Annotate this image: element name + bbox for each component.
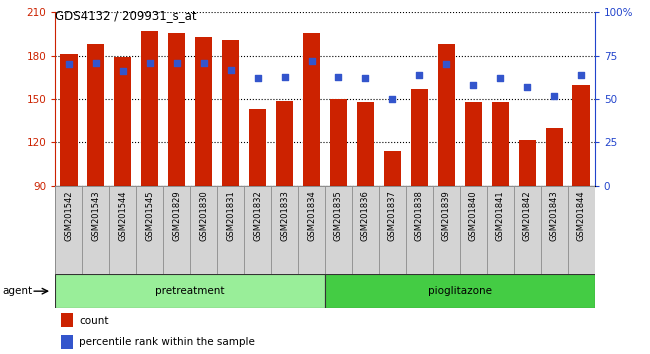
Text: GSM201830: GSM201830 (199, 190, 208, 241)
Bar (195, 37, 213, 186)
Text: percentile rank within the sample: percentile rank within the sample (79, 337, 255, 347)
Point (90, 60, 101, 65)
Bar (244, 186, 271, 274)
Text: GSM201545: GSM201545 (145, 190, 154, 241)
Text: GSM201838: GSM201838 (415, 190, 424, 241)
Bar (60, 313, 73, 327)
Bar (568, 186, 595, 274)
Text: GSM201836: GSM201836 (361, 190, 370, 241)
Point (495, 75, 506, 81)
Bar (249, 109, 266, 186)
Bar (276, 101, 293, 186)
Point (172, 60, 182, 65)
Text: GSM201841: GSM201841 (496, 190, 505, 241)
Bar (271, 186, 298, 274)
Text: GSM201843: GSM201843 (550, 190, 559, 241)
Point (333, 74, 344, 79)
Text: GSM201839: GSM201839 (442, 190, 451, 241)
Bar (411, 89, 428, 186)
Text: GSM201837: GSM201837 (388, 190, 397, 241)
Bar (55, 186, 595, 274)
Text: GSM201840: GSM201840 (469, 190, 478, 241)
Text: GSM201842: GSM201842 (523, 190, 532, 241)
Bar (60, 335, 73, 349)
Bar (460, 186, 487, 274)
Bar (60, 54, 77, 186)
Bar (141, 31, 159, 186)
Bar (545, 128, 563, 186)
Point (226, 67, 236, 73)
Point (360, 75, 370, 81)
Bar (87, 44, 105, 186)
Point (280, 74, 290, 79)
Bar (82, 186, 109, 274)
Text: GSM201833: GSM201833 (280, 190, 289, 241)
Text: GSM201844: GSM201844 (577, 190, 586, 241)
Text: GSM201829: GSM201829 (172, 190, 181, 241)
Bar (519, 139, 536, 186)
Bar (384, 151, 401, 186)
Bar (433, 186, 460, 274)
Bar (298, 186, 325, 274)
Point (118, 69, 128, 74)
Point (144, 60, 155, 65)
Bar (379, 186, 406, 274)
Bar (303, 33, 320, 186)
Text: GSM201542: GSM201542 (64, 190, 73, 241)
Bar (487, 186, 514, 274)
Point (387, 96, 398, 102)
Text: pretreatment: pretreatment (155, 286, 225, 296)
Point (252, 75, 263, 81)
Text: agent: agent (2, 286, 32, 296)
Point (198, 60, 209, 65)
Bar (325, 186, 352, 274)
Point (306, 58, 317, 64)
Bar (406, 186, 433, 274)
Bar (514, 186, 541, 274)
Text: GSM201831: GSM201831 (226, 190, 235, 241)
Bar (357, 102, 374, 186)
Text: GSM201835: GSM201835 (334, 190, 343, 241)
Bar (573, 85, 590, 186)
Bar (330, 99, 347, 186)
Bar (55, 186, 82, 274)
Bar (136, 186, 163, 274)
Bar (168, 33, 185, 186)
Point (441, 62, 452, 67)
Bar (352, 186, 379, 274)
Point (414, 72, 424, 78)
Bar (222, 40, 239, 186)
Point (522, 84, 532, 90)
Text: GSM201544: GSM201544 (118, 190, 127, 241)
Bar (55, 274, 325, 308)
Bar (541, 186, 568, 274)
Text: pioglitazone: pioglitazone (428, 286, 492, 296)
Point (64, 62, 74, 67)
Text: GSM201832: GSM201832 (253, 190, 262, 241)
Point (468, 82, 478, 88)
Bar (109, 186, 136, 274)
Point (576, 72, 586, 78)
Text: GSM201834: GSM201834 (307, 190, 316, 241)
Point (549, 93, 560, 98)
Bar (491, 102, 509, 186)
Bar (325, 274, 595, 308)
Text: count: count (79, 316, 109, 326)
Bar (163, 186, 190, 274)
Bar (217, 186, 244, 274)
Bar (437, 44, 455, 186)
Bar (190, 186, 217, 274)
Text: GSM201543: GSM201543 (91, 190, 100, 241)
Bar (114, 57, 131, 186)
Text: GDS4132 / 209931_s_at: GDS4132 / 209931_s_at (55, 9, 197, 22)
Bar (465, 102, 482, 186)
